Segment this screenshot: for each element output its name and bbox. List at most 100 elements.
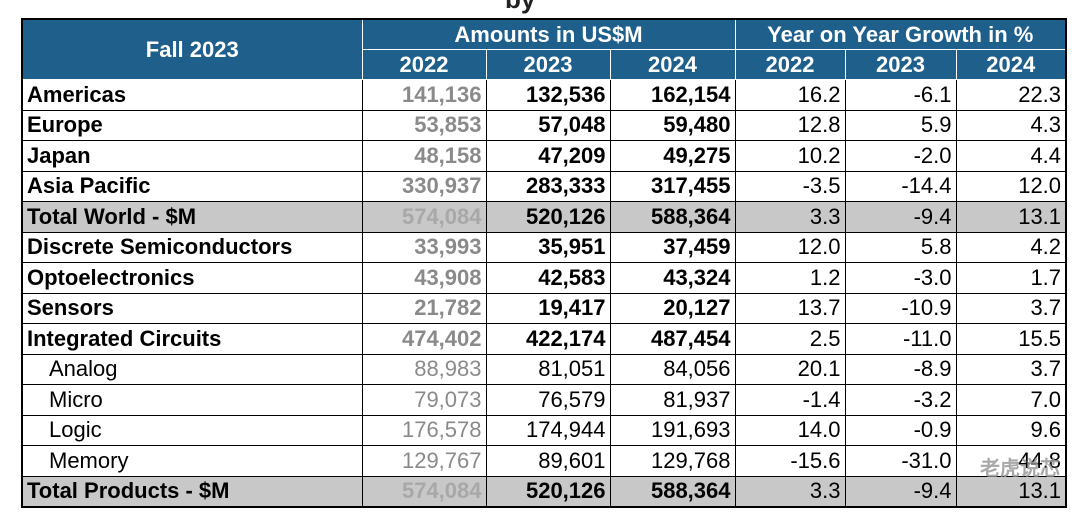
cell-amt-2023: 422,174 xyxy=(485,323,611,355)
row-label: Japan xyxy=(21,140,363,172)
table-row: Total World - $M 574,084 520,126 588,364 3.3… xyxy=(21,201,1067,233)
cell-amt-2024: 49,275 xyxy=(609,140,736,172)
year-header: 2024 xyxy=(609,49,736,80)
cell-amt-2022: 79,073 xyxy=(361,384,487,416)
cell-g-2023: -8.9 xyxy=(844,353,957,385)
cell-g-2024: 1.7 xyxy=(955,262,1067,294)
cell-g-2022: 2.5 xyxy=(734,323,846,355)
growth-group-header: Year on Year Growth in % xyxy=(734,18,1067,50)
cell-g-2022: -1.4 xyxy=(734,384,846,416)
table-row: Asia Pacific 330,937 283,333 317,455 -3.5 -14… xyxy=(21,170,1067,202)
row-label: Optoelectronics xyxy=(21,262,363,294)
cell-g-2022: 1.2 xyxy=(734,262,846,294)
cell-amt-2023: 19,417 xyxy=(485,292,611,324)
cell-amt-2024: 162,154 xyxy=(609,79,736,111)
cell-g-2024: 15.5 xyxy=(955,323,1067,355)
year-header: 2022 xyxy=(734,49,846,80)
cell-g-2024: 22.3 xyxy=(955,79,1067,111)
cell-g-2022: 16.2 xyxy=(734,79,846,111)
cell-amt-2023: 132,536 xyxy=(485,79,611,111)
cell-g-2024: 13.1 xyxy=(955,475,1067,508)
watermark: 老虎说芯 xyxy=(980,458,1060,480)
cell-amt-2024: 317,455 xyxy=(609,170,736,202)
cell-amt-2022: 574,084 xyxy=(361,475,487,508)
row-label: Total Products - $M xyxy=(21,475,363,508)
cell-g-2023: -9.4 xyxy=(844,201,957,233)
cell-g-2023: -3.0 xyxy=(844,262,957,294)
amounts-group-header: Amounts in US$M xyxy=(361,18,736,50)
cell-amt-2022: 53,853 xyxy=(361,109,487,141)
cell-g-2023: -31.0 xyxy=(844,445,957,477)
cell-amt-2024: 43,324 xyxy=(609,262,736,294)
cell-amt-2022: 474,402 xyxy=(361,323,487,355)
table-row: Logic 176,578 174,944 191,693 14.0 -0.9 9.6 xyxy=(21,414,1067,446)
cell-amt-2024: 84,056 xyxy=(609,353,736,385)
cell-amt-2023: 81,051 xyxy=(485,353,611,385)
year-header: 2023 xyxy=(844,49,957,80)
cell-amt-2024: 588,364 xyxy=(609,201,736,233)
table-row: Europe 53,853 57,048 59,480 12.8 5.9 4.3 xyxy=(21,109,1067,141)
row-label: Europe xyxy=(21,109,363,141)
table-row: Memory 129,767 89,601 129,768 -15.6 -31.0 44.8 xyxy=(21,445,1067,477)
cell-g-2022: 3.3 xyxy=(734,201,846,233)
cell-amt-2022: 141,136 xyxy=(361,79,487,111)
cell-amt-2022: 176,578 xyxy=(361,414,487,446)
cell-amt-2023: 89,601 xyxy=(485,445,611,477)
row-label: Total World - $M xyxy=(21,201,363,233)
cell-amt-2022: 33,993 xyxy=(361,231,487,263)
cell-amt-2024: 588,364 xyxy=(609,475,736,508)
cell-g-2024: 13.1 xyxy=(955,201,1067,233)
cell-amt-2023: 283,333 xyxy=(485,170,611,202)
cell-g-2022: -15.6 xyxy=(734,445,846,477)
cell-amt-2023: 57,048 xyxy=(485,109,611,141)
row-label: Logic xyxy=(21,414,363,446)
cell-amt-2022: 129,767 xyxy=(361,445,487,477)
cell-amt-2022: 330,937 xyxy=(361,170,487,202)
cell-g-2023: -3.2 xyxy=(844,384,957,416)
cell-g-2023: 5.9 xyxy=(844,109,957,141)
cell-amt-2023: 42,583 xyxy=(485,262,611,294)
cell-amt-2024: 487,454 xyxy=(609,323,736,355)
cell-g-2024: 3.7 xyxy=(955,353,1067,385)
cell-g-2024: 9.6 xyxy=(955,414,1067,446)
cell-g-2022: 14.0 xyxy=(734,414,846,446)
cell-g-2023: -10.9 xyxy=(844,292,957,324)
cell-g-2024: 4.4 xyxy=(955,140,1067,172)
cell-amt-2023: 174,944 xyxy=(485,414,611,446)
cell-g-2022: 12.8 xyxy=(734,109,846,141)
header-row-groups: Fall 2023 Amounts in US$M Year on Year G… xyxy=(21,18,1067,80)
table-row: Japan 48,158 47,209 49,275 10.2 -2.0 4.4 xyxy=(21,140,1067,172)
cell-amt-2024: 59,480 xyxy=(609,109,736,141)
cell-amt-2022: 21,782 xyxy=(361,292,487,324)
table-row: Total Products - $M 574,084 520,126 588,364… xyxy=(21,475,1067,508)
cell-g-2024: 4.2 xyxy=(955,231,1067,263)
cell-g-2023: -11.0 xyxy=(844,323,957,355)
cell-g-2022: 13.7 xyxy=(734,292,846,324)
cell-g-2024: 3.7 xyxy=(955,292,1067,324)
cell-g-2022: 12.0 xyxy=(734,231,846,263)
row-label: Discrete Semiconductors xyxy=(21,231,363,263)
cell-amt-2023: 520,126 xyxy=(485,475,611,508)
cell-g-2024: 4.3 xyxy=(955,109,1067,141)
semiconductor-forecast-table: Fall 2023 Amounts in US$M Year on Year G… xyxy=(21,18,1068,508)
cell-g-2023: 5.8 xyxy=(844,231,957,263)
cell-amt-2024: 191,693 xyxy=(609,414,736,446)
corner-label: Fall 2023 xyxy=(21,18,363,80)
row-label: Micro xyxy=(21,384,363,416)
year-header: 2022 xyxy=(361,49,487,80)
cell-g-2022: 3.3 xyxy=(734,475,846,508)
cell-g-2023: -6.1 xyxy=(844,79,957,111)
year-header: 2024 xyxy=(955,49,1067,80)
cell-g-2024: 7.0 xyxy=(955,384,1067,416)
header-row-years: 2022 2023 2024 2022 2023 2024 xyxy=(22,49,1067,80)
row-label: Integrated Circuits xyxy=(21,323,363,355)
cell-amt-2024: 129,768 xyxy=(609,445,736,477)
cell-g-2023: -2.0 xyxy=(844,140,957,172)
table-row: Micro 79,073 76,579 81,937 -1.4 -3.2 7.0 xyxy=(21,384,1067,416)
year-header: 2023 xyxy=(485,49,611,80)
table-row: Americas 141,136 132,536 162,154 16.2 -6.1 22.… xyxy=(21,79,1067,111)
cell-amt-2023: 35,951 xyxy=(485,231,611,263)
table-row: Optoelectronics 43,908 42,583 43,324 1.2 -3.0… xyxy=(21,262,1067,294)
cell-amt-2022: 43,908 xyxy=(361,262,487,294)
cell-amt-2022: 88,983 xyxy=(361,353,487,385)
